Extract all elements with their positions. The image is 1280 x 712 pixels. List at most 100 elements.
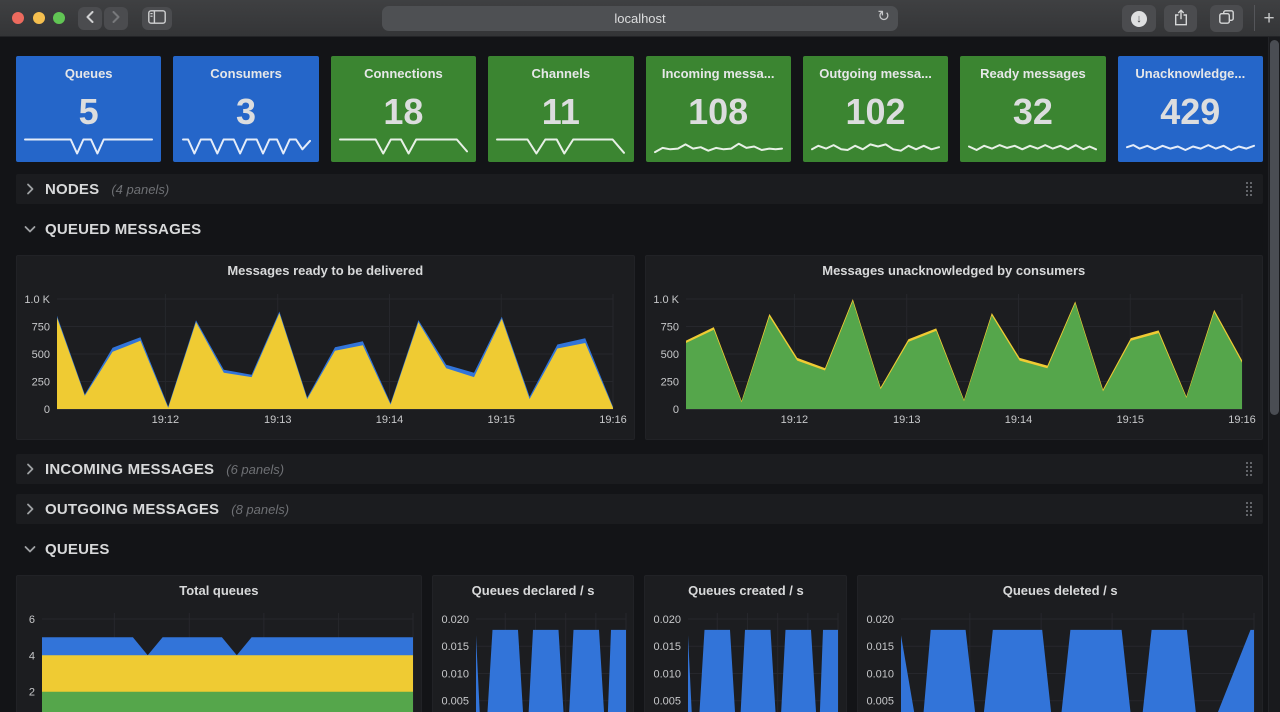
forward-button[interactable] bbox=[104, 7, 128, 30]
svg-text:0: 0 bbox=[672, 404, 678, 416]
tabs-icon bbox=[1219, 10, 1234, 27]
panel-title[interactable]: Messages unacknowledged by consumers bbox=[822, 263, 1086, 278]
grafana-dashboard: Queues 5 Consumers 3 Connections 18 Chan… bbox=[0, 37, 1268, 712]
queued-messages-panels: Messages ready to be delivered 19:12 19:1… bbox=[16, 255, 1263, 440]
share-button[interactable] bbox=[1164, 5, 1197, 32]
row-title: INCOMING MESSAGES bbox=[45, 460, 215, 478]
svg-text:6: 6 bbox=[29, 614, 35, 626]
stat-value: 18 bbox=[383, 91, 424, 132]
stat-value: 3 bbox=[236, 91, 257, 132]
row-title: QUEUES bbox=[45, 540, 110, 558]
svg-text:4: 4 bbox=[29, 650, 35, 662]
stat-value: 429 bbox=[1160, 91, 1221, 132]
row-outgoing-messages[interactable]: OUTGOING MESSAGES (8 panels) bbox=[16, 494, 1263, 524]
svg-text:0.005: 0.005 bbox=[654, 696, 682, 708]
sparkline bbox=[811, 138, 941, 155]
stat-panel-ready-messages: Ready messages 32 bbox=[960, 56, 1106, 162]
row-title: OUTGOING MESSAGES bbox=[45, 500, 220, 518]
panel-queues-declared: Queues declared / s 0.005 0.010 0.015 0.020 bbox=[431, 575, 635, 712]
row-drag-handle[interactable] bbox=[1245, 501, 1255, 517]
chart-plot[interactable]: 19:12 19:13 19:14 19:15 19:16 0 250 500 750 1.0 K bbox=[17, 256, 634, 439]
stat-panel-connections: Connections 18 bbox=[330, 56, 477, 162]
row-panel-count: (4 panels) bbox=[111, 181, 170, 197]
svg-text:500: 500 bbox=[660, 349, 678, 361]
chart-plot[interactable]: 19:12 19:13 19:14 19:15 19:16 0 250 500 750 1.0 K bbox=[646, 256, 1263, 439]
panel-messages-ready: Messages ready to be delivered 19:12 19:1… bbox=[16, 255, 635, 440]
stat-panel-channels: Channels 11 bbox=[488, 56, 634, 162]
url-text: localhost bbox=[614, 11, 666, 26]
row-incoming-messages[interactable]: INCOMING MESSAGES (6 panels) bbox=[16, 454, 1263, 484]
share-icon bbox=[1174, 9, 1188, 29]
svg-text:0.010: 0.010 bbox=[654, 668, 682, 680]
chart-plot[interactable]: 0.005 0.010 0.015 0.020 bbox=[433, 576, 634, 712]
stat-title[interactable]: Channels bbox=[531, 66, 591, 81]
svg-text:0.020: 0.020 bbox=[441, 614, 469, 626]
svg-text:0.020: 0.020 bbox=[867, 614, 895, 626]
panel-title[interactable]: Messages ready to be delivered bbox=[227, 263, 424, 278]
stat-value: 108 bbox=[688, 91, 749, 132]
stat-title[interactable]: Ready messages bbox=[980, 66, 1086, 81]
panel-title[interactable]: Queues deleted / s bbox=[1002, 583, 1118, 598]
stat-value: 11 bbox=[541, 91, 580, 132]
stat-panel-queues: Queues 5 bbox=[16, 56, 162, 162]
svg-text:0.010: 0.010 bbox=[441, 668, 469, 680]
sparkline bbox=[1125, 138, 1255, 155]
panel-title[interactable]: Queues declared / s bbox=[471, 583, 595, 598]
stat-value: 32 bbox=[1012, 91, 1053, 132]
stat-title[interactable]: Outgoing messa... bbox=[819, 66, 932, 81]
chart-plot[interactable]: 0.005 0.010 0.015 0.020 bbox=[645, 576, 846, 712]
stat-title[interactable]: Unacknowledge... bbox=[1135, 66, 1246, 81]
svg-text:19:12: 19:12 bbox=[152, 414, 180, 426]
refresh-icon[interactable]: ↻ bbox=[877, 8, 890, 25]
svg-text:19:13: 19:13 bbox=[264, 414, 292, 426]
stat-title[interactable]: Queues bbox=[64, 66, 113, 81]
close-window-button[interactable] bbox=[12, 12, 24, 24]
tab-overview-button[interactable] bbox=[1210, 5, 1243, 32]
sidebar-toggle-button[interactable] bbox=[142, 7, 172, 30]
stat-panel-incoming-messages: Incoming messa... 108 bbox=[645, 56, 791, 162]
panel-title[interactable]: Queues created / s bbox=[688, 583, 804, 598]
svg-text:0.020: 0.020 bbox=[654, 614, 682, 626]
row-nodes[interactable]: NODES (4 panels) bbox=[16, 174, 1263, 204]
svg-text:250: 250 bbox=[32, 376, 50, 388]
panel-queues-deleted: Queues deleted / s 0.005 0.010 0.015 0.020 bbox=[857, 575, 1263, 712]
row-drag-handle[interactable] bbox=[1245, 461, 1255, 477]
row-title: NODES bbox=[45, 180, 100, 198]
stat-title[interactable]: Connections bbox=[364, 66, 443, 81]
toolbar-divider bbox=[1254, 5, 1255, 31]
chart-plot[interactable]: 0.005 0.010 0.015 0.020 bbox=[858, 576, 1262, 712]
stat-title[interactable]: Incoming messa... bbox=[661, 66, 775, 81]
chevron-left-icon bbox=[86, 11, 94, 26]
minimize-window-button[interactable] bbox=[33, 12, 45, 24]
row-drag-handle[interactable] bbox=[1245, 181, 1255, 197]
svg-text:0.015: 0.015 bbox=[867, 641, 895, 653]
new-tab-button[interactable]: + bbox=[1258, 5, 1280, 32]
svg-text:250: 250 bbox=[660, 376, 678, 388]
panel-title[interactable]: Total queues bbox=[179, 583, 259, 598]
queues-panels: Total queues 2 4 6 Queues declared / s 0.0… bbox=[16, 575, 1263, 712]
zoom-window-button[interactable] bbox=[53, 12, 65, 24]
stat-value: 5 bbox=[78, 91, 99, 132]
url-field[interactable]: localhost ↻ bbox=[382, 6, 898, 31]
stat-panel-unacknowledged: Unacknowledge... 429 bbox=[1117, 56, 1263, 162]
chevron-down-icon bbox=[24, 225, 36, 233]
scrollbar-thumb[interactable] bbox=[1270, 40, 1279, 415]
stat-title[interactable]: Consumers bbox=[210, 66, 282, 81]
svg-text:19:16: 19:16 bbox=[1228, 414, 1256, 426]
stat-panel-consumers: Consumers 3 bbox=[173, 56, 319, 162]
row-queued-messages[interactable]: QUEUED MESSAGES bbox=[16, 215, 1263, 243]
chevron-down-icon bbox=[24, 545, 36, 553]
downloads-button[interactable]: ↓ bbox=[1122, 5, 1156, 32]
row-queues[interactable]: QUEUES bbox=[16, 535, 1263, 563]
browser-toolbar: localhost ↻ ↓ + bbox=[0, 0, 1280, 37]
chart-plot[interactable]: 2 4 6 bbox=[17, 576, 421, 712]
panel-total-queues: Total queues 2 4 6 bbox=[16, 575, 422, 712]
row-title: QUEUED MESSAGES bbox=[45, 220, 202, 238]
back-button[interactable] bbox=[78, 7, 102, 30]
svg-text:19:13: 19:13 bbox=[892, 414, 920, 426]
row-panel-count: (8 panels) bbox=[231, 501, 290, 517]
chevron-right-icon bbox=[112, 11, 120, 26]
sparkline bbox=[181, 138, 311, 155]
scrollbar-track[interactable] bbox=[1268, 37, 1280, 712]
svg-text:2: 2 bbox=[29, 687, 35, 699]
